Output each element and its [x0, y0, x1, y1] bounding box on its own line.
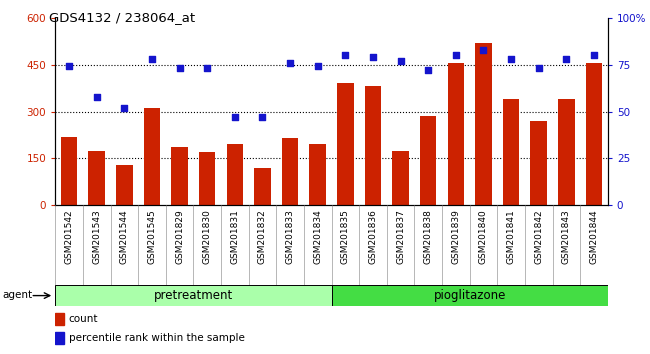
Text: percentile rank within the sample: percentile rank within the sample: [68, 333, 244, 343]
Text: GSM201844: GSM201844: [590, 209, 599, 264]
Text: agent: agent: [3, 290, 33, 299]
Bar: [558, 99, 575, 205]
Bar: [392, 150, 409, 205]
Point: [589, 52, 599, 58]
Bar: [144, 108, 161, 205]
Text: GSM201543: GSM201543: [92, 209, 101, 264]
Bar: [55, 285, 332, 306]
Point: [395, 58, 406, 64]
Bar: [254, 168, 271, 205]
Text: GSM201542: GSM201542: [64, 209, 73, 264]
Bar: [475, 43, 491, 205]
Bar: [116, 165, 133, 205]
Bar: [61, 137, 77, 205]
Text: pioglitazone: pioglitazone: [434, 289, 506, 302]
Text: GSM201832: GSM201832: [258, 209, 267, 264]
Point: [423, 67, 434, 73]
Point: [478, 47, 489, 52]
Bar: [172, 148, 188, 205]
Bar: [365, 86, 381, 205]
Bar: [281, 138, 298, 205]
Point: [257, 114, 268, 120]
Text: GSM201837: GSM201837: [396, 209, 405, 264]
Text: GSM201838: GSM201838: [424, 209, 433, 264]
Bar: [586, 63, 602, 205]
Text: GSM201831: GSM201831: [230, 209, 239, 264]
Point: [368, 54, 378, 60]
Point: [506, 56, 516, 62]
Text: GSM201830: GSM201830: [203, 209, 212, 264]
Bar: [420, 116, 437, 205]
Text: GSM201829: GSM201829: [175, 209, 184, 264]
Bar: [199, 152, 216, 205]
Point: [534, 65, 544, 71]
Point: [561, 56, 571, 62]
Bar: [88, 150, 105, 205]
Bar: [332, 285, 608, 306]
Text: GSM201842: GSM201842: [534, 209, 543, 264]
Point: [229, 114, 240, 120]
Point: [92, 94, 102, 99]
Text: GSM201840: GSM201840: [479, 209, 488, 264]
Bar: [447, 63, 464, 205]
Bar: [309, 144, 326, 205]
Point: [174, 65, 185, 71]
Text: GSM201836: GSM201836: [369, 209, 378, 264]
Text: GDS4132 / 238064_at: GDS4132 / 238064_at: [49, 11, 195, 24]
Point: [147, 56, 157, 62]
Text: GSM201834: GSM201834: [313, 209, 322, 264]
Point: [64, 64, 74, 69]
Text: GSM201839: GSM201839: [451, 209, 460, 264]
Text: GSM201843: GSM201843: [562, 209, 571, 264]
Point: [340, 52, 350, 58]
Point: [313, 64, 323, 69]
Text: GSM201833: GSM201833: [285, 209, 294, 264]
Point: [119, 105, 129, 110]
Bar: [55, 332, 64, 344]
Text: GSM201841: GSM201841: [506, 209, 515, 264]
Text: GSM201835: GSM201835: [341, 209, 350, 264]
Bar: [337, 83, 354, 205]
Text: pretreatment: pretreatment: [154, 289, 233, 302]
Point: [285, 60, 295, 65]
Point: [202, 65, 213, 71]
Bar: [530, 121, 547, 205]
Bar: [55, 313, 64, 325]
Text: GSM201544: GSM201544: [120, 209, 129, 264]
Point: [450, 52, 461, 58]
Text: count: count: [68, 314, 98, 324]
Bar: [503, 99, 519, 205]
Bar: [227, 144, 243, 205]
Text: GSM201545: GSM201545: [148, 209, 157, 264]
